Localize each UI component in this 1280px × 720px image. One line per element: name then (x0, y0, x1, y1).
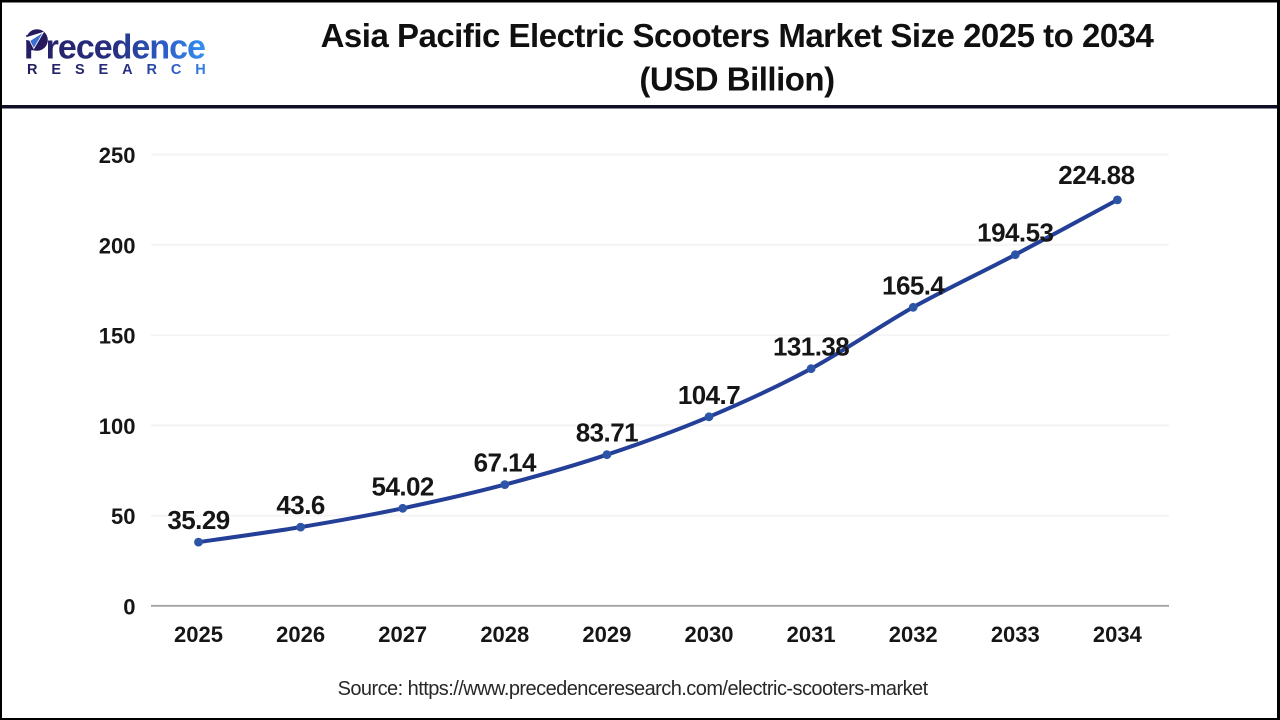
svg-text:35.29: 35.29 (167, 505, 229, 535)
svg-text:54.02: 54.02 (372, 471, 434, 501)
svg-text:2032: 2032 (889, 622, 938, 647)
svg-text:2030: 2030 (685, 622, 734, 647)
svg-text:2026: 2026 (276, 622, 325, 647)
svg-text:67.14: 67.14 (474, 448, 537, 478)
svg-text:150: 150 (99, 324, 136, 349)
svg-text:2034: 2034 (1093, 622, 1143, 647)
svg-text:2029: 2029 (582, 622, 631, 647)
svg-text:200: 200 (99, 233, 136, 258)
svg-text:131.38: 131.38 (773, 332, 849, 362)
svg-text:250: 250 (99, 143, 136, 168)
svg-text:2027: 2027 (378, 622, 427, 647)
svg-text:Asia Pacific Electric Scooters: Asia Pacific Electric Scooters Market Si… (321, 17, 1155, 54)
svg-text:2031: 2031 (787, 622, 836, 647)
svg-text:43.6: 43.6 (276, 490, 324, 520)
svg-text:2028: 2028 (480, 622, 529, 647)
svg-text:0: 0 (123, 594, 135, 619)
svg-text:83.71: 83.71 (576, 418, 638, 448)
svg-text:104.7: 104.7 (678, 380, 740, 410)
svg-text:194.53: 194.53 (977, 218, 1053, 248)
svg-text:224.88: 224.88 (1058, 160, 1134, 190)
svg-text:100: 100 (99, 414, 136, 439)
svg-text:(USD Billion): (USD Billion) (639, 61, 834, 98)
svg-text:165.4: 165.4 (882, 270, 945, 300)
svg-text:Precedence: Precedence (24, 29, 205, 67)
svg-text:50: 50 (111, 504, 135, 529)
svg-text:2033: 2033 (991, 622, 1040, 647)
svg-text:RESEARCH: RESEARCH (27, 62, 220, 78)
svg-text:Source: https://www.precedence: Source: https://www.precedenceresearch.c… (338, 678, 929, 700)
svg-text:2025: 2025 (174, 622, 223, 647)
